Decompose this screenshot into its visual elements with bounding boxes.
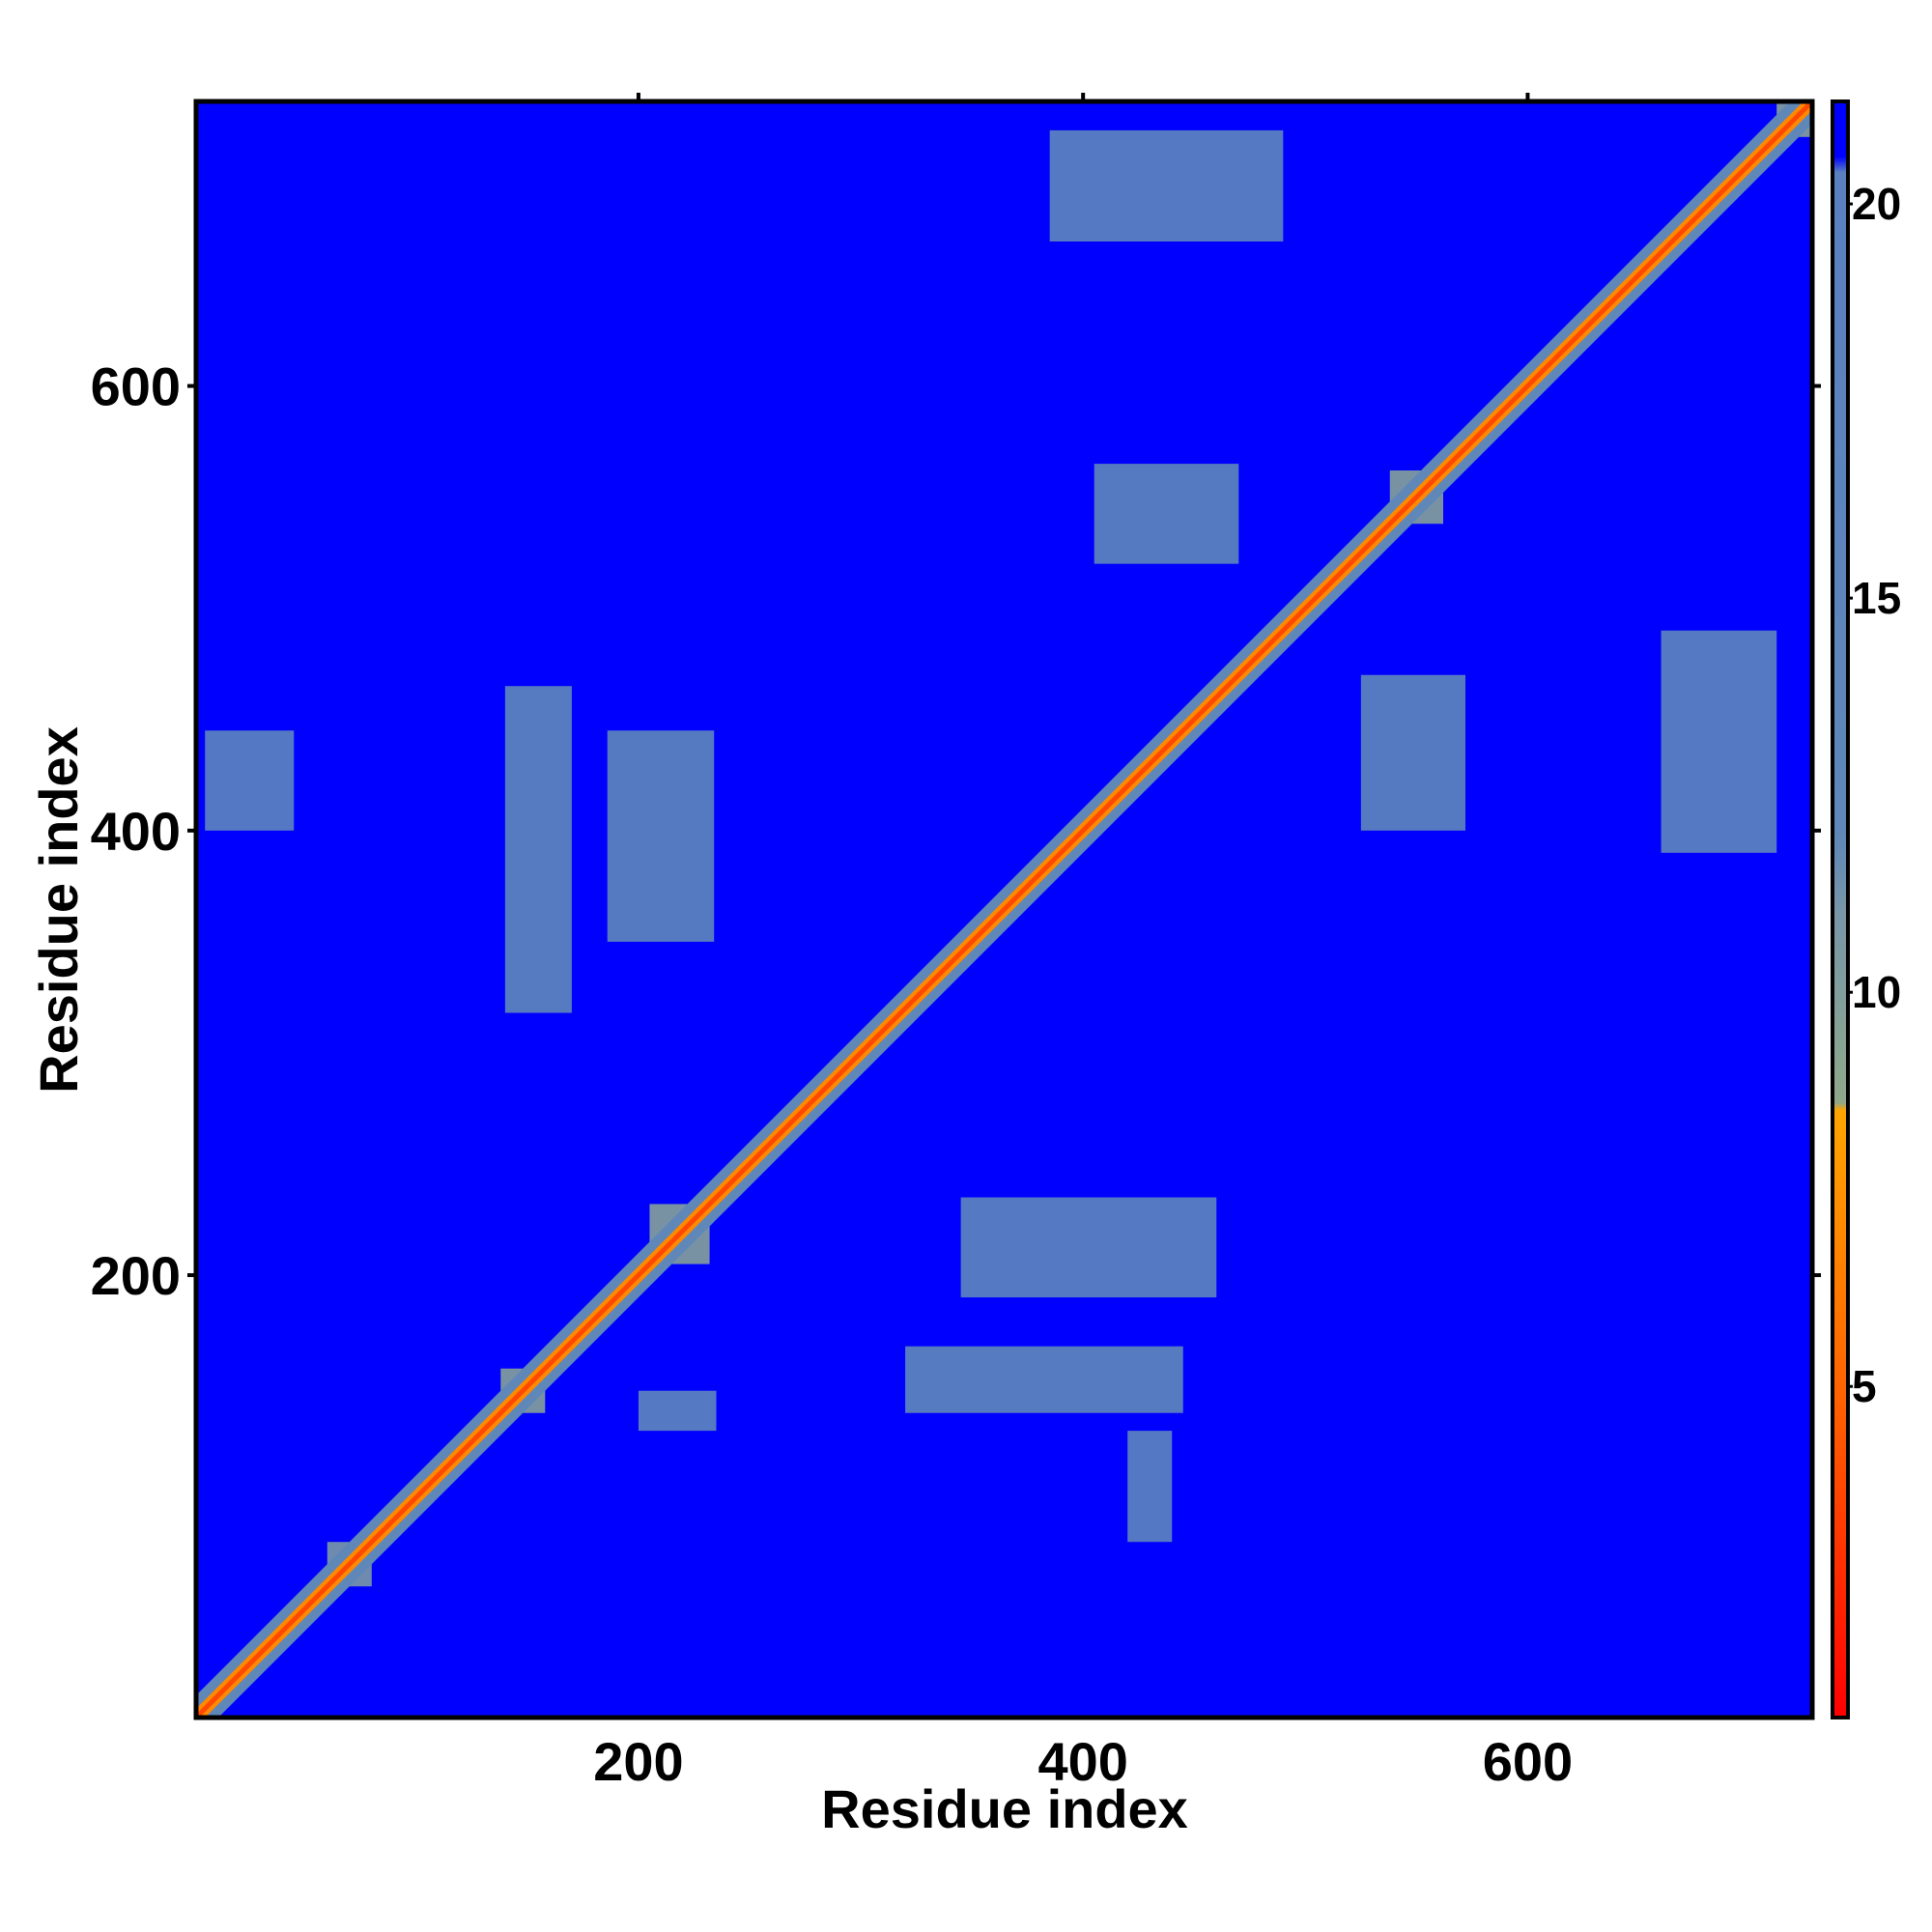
contact-region [1049, 129, 1284, 242]
contact-region [638, 1390, 717, 1432]
colorbar-tick-label: 20 [1852, 179, 1901, 229]
contact-region [960, 1197, 1217, 1298]
x-tick-label: 600 [1483, 1731, 1573, 1792]
y-axis-label: Residue index [28, 726, 89, 1094]
colorbar-tick-label: 10 [1852, 967, 1901, 1017]
colorbar-tick-label: 5 [1852, 1361, 1877, 1411]
x-axis-label: Residue index [821, 1778, 1188, 1839]
contact-region [905, 1346, 1183, 1413]
contact-region [205, 730, 295, 831]
contact-region [1094, 464, 1239, 564]
contact-region [1127, 1431, 1173, 1543]
diagonal-band [196, 101, 1812, 1718]
y-tick-label: 600 [91, 356, 181, 417]
x-tick-label: 400 [1037, 1731, 1127, 1792]
y-tick-label: 400 [91, 801, 181, 862]
heatmap-area [196, 101, 1812, 1718]
colorbar [1831, 99, 1850, 1719]
contact-region [607, 730, 715, 942]
contact-region [504, 686, 572, 1013]
colorbar-tick-label: 15 [1852, 573, 1901, 623]
contact-region [1661, 630, 1777, 853]
plot-frame [193, 99, 1815, 1720]
contact-region [1360, 674, 1466, 831]
x-tick-label: 200 [593, 1731, 683, 1792]
y-tick-label: 200 [91, 1245, 181, 1306]
